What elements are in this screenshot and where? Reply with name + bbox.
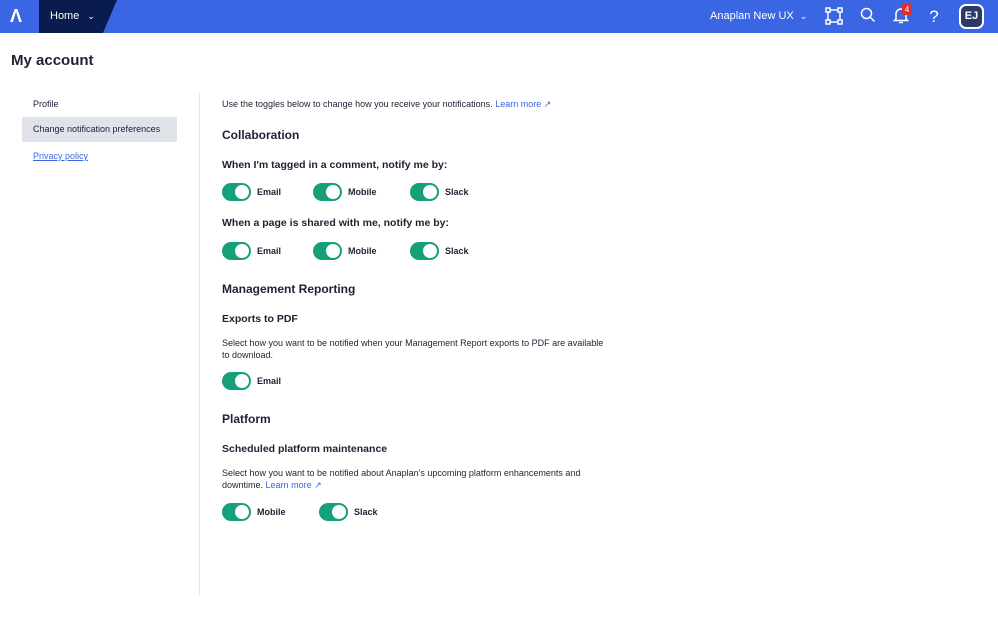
exports-pdf-heading: Exports to PDF bbox=[222, 313, 298, 325]
tagged-slack-toggle[interactable]: Slack bbox=[410, 183, 469, 201]
chevron-down-icon: ⌄ bbox=[799, 11, 808, 21]
home-label: Home bbox=[50, 10, 80, 22]
anaplan-logo[interactable]: Λ bbox=[10, 6, 23, 26]
model-map-icon[interactable] bbox=[824, 7, 844, 29]
sidebar-item-profile[interactable]: Profile bbox=[33, 99, 59, 109]
pdf-email-toggle[interactable]: Email bbox=[222, 372, 281, 390]
exports-pdf-description: Select how you want to be notified when … bbox=[222, 338, 604, 360]
toggle-switch[interactable] bbox=[222, 183, 251, 201]
chevron-down-icon: ⌄ bbox=[87, 11, 95, 21]
toggle-switch[interactable] bbox=[222, 503, 251, 521]
avatar[interactable]: EJ bbox=[959, 4, 984, 29]
divider bbox=[199, 92, 200, 595]
workspace-menu[interactable]: Anaplan New UX ⌄ bbox=[710, 0, 807, 33]
tagged-email-toggle[interactable]: Email bbox=[222, 183, 281, 201]
notification-badge: 4 bbox=[902, 4, 912, 15]
intro-label: Use the toggles below to change how you … bbox=[222, 99, 493, 109]
toggle-switch[interactable] bbox=[313, 183, 342, 201]
maintenance-heading: Scheduled platform maintenance bbox=[222, 443, 388, 455]
toggle-switch[interactable] bbox=[319, 503, 348, 521]
collaboration-heading: Collaboration bbox=[222, 128, 300, 142]
toggle-switch[interactable] bbox=[410, 183, 439, 201]
sidebar-item-notification-preferences[interactable]: Change notification preferences bbox=[22, 117, 177, 142]
shared-mobile-toggle[interactable]: Mobile bbox=[313, 242, 377, 260]
management-reporting-heading: Management Reporting bbox=[222, 282, 356, 296]
toggle-switch[interactable] bbox=[313, 242, 342, 260]
shared-heading: When a page is shared with me, notify me… bbox=[222, 217, 449, 229]
maintenance-description: Select how you want to be notified about… bbox=[222, 467, 612, 491]
toggle-switch[interactable] bbox=[410, 242, 439, 260]
tagged-mobile-toggle[interactable]: Mobile bbox=[313, 183, 377, 201]
maintenance-text: Select how you want to be notified about… bbox=[222, 468, 581, 490]
search-icon[interactable] bbox=[858, 7, 878, 27]
platform-heading: Platform bbox=[222, 412, 271, 426]
toggle-switch[interactable] bbox=[222, 242, 251, 260]
maintenance-slack-toggle[interactable]: Slack bbox=[319, 503, 378, 521]
maintenance-mobile-toggle[interactable]: Mobile bbox=[222, 503, 286, 521]
intro-text: Use the toggles below to change how you … bbox=[222, 98, 722, 110]
learn-more-link[interactable]: Learn more ↗ bbox=[495, 99, 552, 109]
learn-more-link[interactable]: Learn more ↗ bbox=[265, 480, 322, 490]
top-bar: Λ Home ⌄ Anaplan New UX ⌄ 4 ? EJ bbox=[0, 0, 998, 33]
toggle-switch[interactable] bbox=[222, 372, 251, 390]
shared-slack-toggle[interactable]: Slack bbox=[410, 242, 469, 260]
sidebar: Profile Change notification preferences … bbox=[22, 92, 177, 169]
tagged-heading: When I'm tagged in a comment, notify me … bbox=[222, 159, 448, 171]
workspace-label: Anaplan New UX bbox=[710, 10, 794, 22]
page-title: My account bbox=[11, 52, 94, 69]
sidebar-item-privacy-policy[interactable]: Privacy policy bbox=[33, 151, 89, 161]
home-menu[interactable]: Home ⌄ bbox=[39, 0, 117, 33]
help-icon[interactable]: ? bbox=[929, 7, 939, 26]
shared-email-toggle[interactable]: Email bbox=[222, 242, 281, 260]
